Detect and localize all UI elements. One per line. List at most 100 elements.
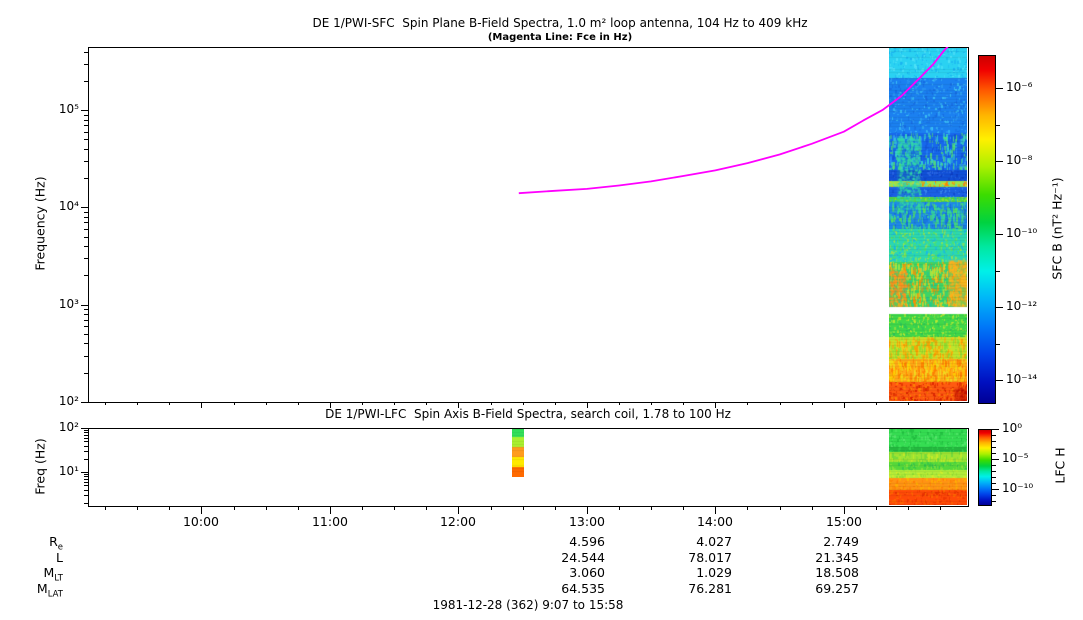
y-minor-tick — [84, 149, 88, 150]
x-major-tick-upper — [458, 402, 459, 408]
y-minor-tick — [84, 139, 88, 140]
x-minor-tick-upper — [298, 402, 299, 405]
y-major-tick — [81, 305, 88, 306]
x-minor-tick-upper — [137, 402, 138, 405]
y-minor-tick — [84, 343, 88, 344]
x-minor-tick — [651, 506, 652, 510]
colorbar-minor-tick — [992, 435, 996, 436]
y-minor-tick — [84, 132, 88, 133]
x-minor-tick — [491, 506, 492, 510]
y-minor-tick — [84, 212, 88, 213]
y-minor-tick — [84, 81, 88, 82]
lfc-spectrogram — [889, 429, 967, 505]
colorbar-minor-tick — [992, 495, 996, 496]
y-major-tick — [81, 207, 88, 208]
colorbar-major-tick — [996, 88, 1003, 89]
x-major-tick — [330, 506, 331, 514]
colorbar-minor-tick — [996, 344, 1000, 345]
ephemeris-row-label-mlt: MLT — [43, 565, 63, 584]
sfc-y-axis-label: Frequency (Hz) — [32, 176, 48, 271]
y-minor-tick — [84, 435, 88, 436]
colorbar-tick-label: 10⁻¹⁰ — [1002, 481, 1034, 495]
colorbar-major-tick — [996, 234, 1003, 235]
x-minor-tick-upper — [362, 402, 363, 405]
y-minor-tick — [84, 430, 88, 431]
ephemeris-value: 3.060 — [569, 565, 605, 580]
y-minor-tick — [84, 217, 88, 218]
colorbar-tick-label: 10⁻¹⁴ — [1006, 372, 1038, 386]
x-minor-tick — [940, 506, 941, 510]
sfc-colorbar — [978, 55, 996, 404]
x-minor-tick — [876, 506, 877, 510]
x-tick-label: 10:00 — [182, 514, 220, 529]
x-minor-tick-upper — [426, 402, 427, 405]
x-minor-tick-upper — [394, 402, 395, 405]
sfc-plot-area — [88, 47, 969, 403]
x-minor-tick-upper — [491, 402, 492, 405]
x-minor-tick — [137, 506, 138, 510]
y-tick-label: 10⁴ — [58, 199, 79, 213]
y-major-tick — [81, 472, 88, 473]
y-minor-tick — [84, 474, 88, 475]
colorbar-tick-label: 10⁻¹⁰ — [1006, 226, 1038, 240]
x-minor-tick — [234, 506, 235, 510]
x-major-tick-upper — [587, 402, 588, 408]
lfc-colorbar — [978, 429, 992, 506]
y-minor-tick — [84, 482, 88, 483]
colorbar-minor-tick — [992, 501, 996, 502]
y-minor-tick — [84, 459, 88, 460]
x-minor-tick — [394, 506, 395, 510]
y-major-tick — [81, 428, 88, 429]
ephemeris-value: 2.749 — [823, 534, 859, 549]
ephemeris-value: 1.029 — [696, 565, 732, 580]
colorbar-tick-label: 10⁰ — [1002, 421, 1023, 435]
y-tick-label: 10¹ — [58, 464, 79, 478]
colorbar-major-tick — [992, 429, 999, 430]
x-minor-tick-upper — [780, 402, 781, 405]
colorbar-major-tick — [992, 489, 999, 490]
lfc-title: DE 1/PWI-LFC Spin Axis B-Field Spectra, … — [325, 407, 731, 421]
x-minor-tick — [426, 506, 427, 510]
colorbar-tick-label: 10⁻⁶ — [1006, 80, 1033, 94]
y-major-tick — [81, 402, 88, 403]
y-minor-tick — [84, 246, 88, 247]
y-minor-tick — [84, 161, 88, 162]
y-minor-tick — [84, 446, 88, 447]
x-tick-label: 15:00 — [825, 514, 863, 529]
x-minor-tick-upper — [908, 402, 909, 405]
ephemeris-row-label-mlat: MLAT — [36, 581, 63, 600]
colorbar-minor-tick — [996, 198, 1000, 199]
ephemeris-value: 4.596 — [569, 534, 605, 549]
sfc-subtitle: (Magenta Line: Fce in Hz) — [487, 32, 633, 43]
lfc-colorbar-label: LFC H — [1052, 447, 1068, 484]
x-minor-tick — [619, 506, 620, 510]
colorbar-major-tick — [996, 380, 1003, 381]
colorbar-major-tick — [992, 459, 999, 460]
sfc-title: DE 1/PWI-SFC Spin Plane B-Field Spectra,… — [312, 16, 808, 30]
x-major-tick — [587, 506, 588, 514]
y-minor-tick — [84, 485, 88, 486]
ephemeris-row-label-re: Re — [49, 534, 63, 553]
y-minor-tick — [84, 334, 88, 335]
x-minor-tick — [908, 506, 909, 510]
x-minor-tick-upper — [812, 402, 813, 405]
y-minor-tick — [84, 275, 88, 276]
colorbar-tick-label: 10⁻⁸ — [1006, 153, 1033, 167]
x-minor-tick-upper — [876, 402, 877, 405]
x-minor-tick-upper — [619, 402, 620, 405]
fce-line — [518, 47, 949, 195]
y-minor-tick — [84, 326, 88, 327]
y-minor-tick — [84, 495, 88, 496]
y-tick-label: 10² — [58, 420, 79, 434]
y-minor-tick — [84, 441, 88, 442]
y-minor-tick — [84, 476, 88, 477]
y-tick-label: 10² — [58, 394, 79, 408]
x-major-tick-upper — [201, 402, 202, 408]
ephemeris-value: 69.257 — [815, 581, 859, 596]
ephemeris-value: 24.544 — [561, 550, 605, 565]
x-minor-tick — [362, 506, 363, 510]
x-minor-tick-upper — [234, 402, 235, 405]
x-minor-tick-upper — [940, 402, 941, 405]
colorbar-minor-tick — [992, 447, 996, 448]
